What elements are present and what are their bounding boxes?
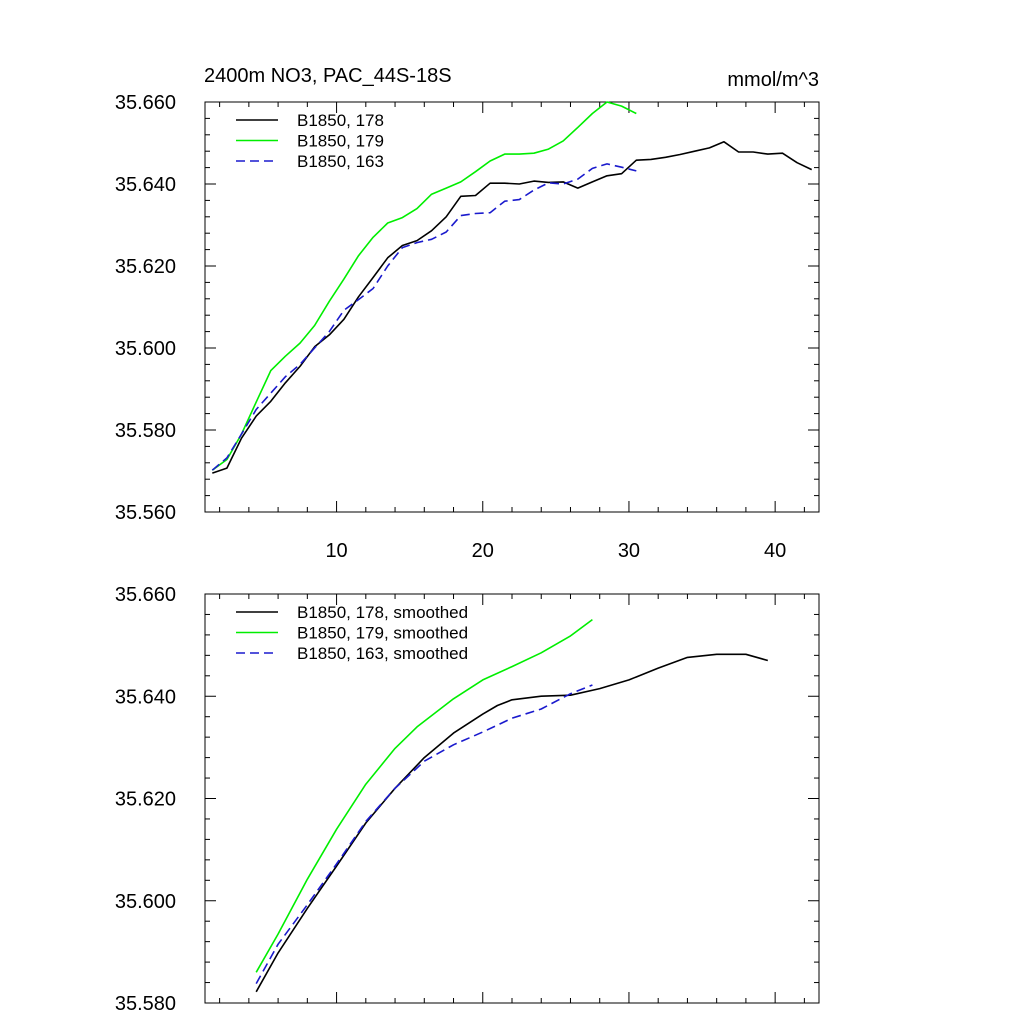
y-tick-label: 35.660 bbox=[115, 584, 176, 606]
y-tick-label: 35.660 bbox=[115, 92, 176, 114]
legend-label: B1850, 163, smoothed bbox=[297, 644, 468, 663]
legend-label: B1850, 179, smoothed bbox=[297, 624, 468, 643]
series-line bbox=[255, 684, 593, 984]
y-tick-label: 35.600 bbox=[115, 891, 176, 913]
top-panel: 10 20 30 40 35.560 35.580 35.600 35.620 35.640 35… bbox=[115, 92, 820, 562]
y-tick-label: 35.600 bbox=[115, 338, 176, 360]
series-line bbox=[212, 141, 813, 474]
bottom-panel: 35.580 35.600 35.620 35.640 35.660 B1850, 178… bbox=[115, 584, 820, 1015]
x-tick-label: 10 bbox=[325, 540, 347, 562]
series-line bbox=[255, 618, 593, 973]
y-tick-label: 35.620 bbox=[115, 789, 176, 811]
legend-label: B1850, 179 bbox=[297, 132, 384, 151]
legend-label: B1850, 163 bbox=[297, 152, 384, 171]
y-tick-label: 35.580 bbox=[115, 993, 176, 1015]
series-line bbox=[211, 163, 637, 471]
chart-title: 2400m NO3, PAC_44S-18S bbox=[204, 65, 452, 87]
x-tick-label: 20 bbox=[472, 540, 494, 562]
legend-label: B1850, 178, smoothed bbox=[297, 603, 468, 622]
x-tick-label: 30 bbox=[618, 540, 640, 562]
y-tick-label: 35.620 bbox=[115, 256, 176, 278]
series-line bbox=[211, 101, 637, 471]
y-tick-label: 35.560 bbox=[115, 502, 176, 524]
legend-label: B1850, 178 bbox=[297, 111, 384, 130]
y-tick-label: 35.580 bbox=[115, 420, 176, 442]
y-tick-label: 35.640 bbox=[115, 686, 176, 708]
units-label: mmol/m^3 bbox=[727, 69, 819, 91]
x-tick-label: 40 bbox=[764, 540, 786, 562]
series-line bbox=[255, 653, 769, 993]
y-tick-label: 35.640 bbox=[115, 174, 176, 196]
